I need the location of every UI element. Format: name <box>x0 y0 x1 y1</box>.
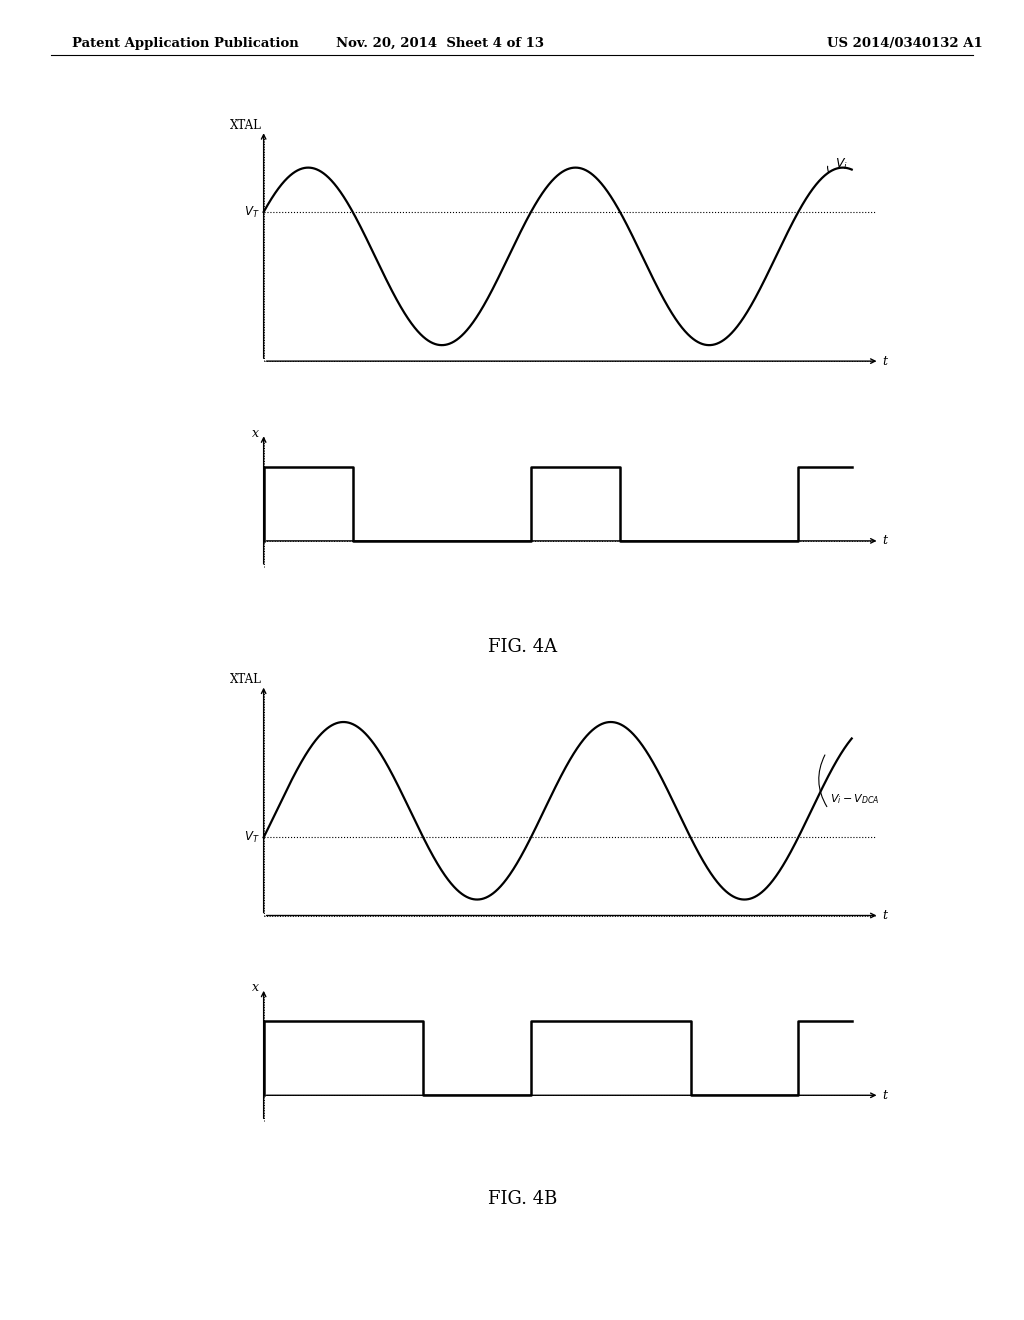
Text: FIG. 4A: FIG. 4A <box>487 638 557 656</box>
Text: Patent Application Publication: Patent Application Publication <box>72 37 298 50</box>
Text: Nov. 20, 2014  Sheet 4 of 13: Nov. 20, 2014 Sheet 4 of 13 <box>336 37 545 50</box>
Text: $V_T$: $V_T$ <box>244 830 259 845</box>
Text: x: x <box>252 981 259 994</box>
Text: t: t <box>883 909 888 921</box>
Text: $V_i - V_{DCA}$: $V_i - V_{DCA}$ <box>830 792 880 807</box>
Text: XTAL: XTAL <box>229 673 261 686</box>
Text: XTAL: XTAL <box>229 119 261 132</box>
Text: FIG. 4B: FIG. 4B <box>487 1189 557 1208</box>
Text: $V_T$: $V_T$ <box>244 205 259 219</box>
Text: t: t <box>883 535 888 548</box>
Text: t: t <box>883 1089 888 1102</box>
Text: US 2014/0340132 A1: US 2014/0340132 A1 <box>827 37 983 50</box>
Text: x: x <box>252 426 259 440</box>
Text: $V_i$: $V_i$ <box>835 157 848 172</box>
Text: t: t <box>883 355 888 367</box>
